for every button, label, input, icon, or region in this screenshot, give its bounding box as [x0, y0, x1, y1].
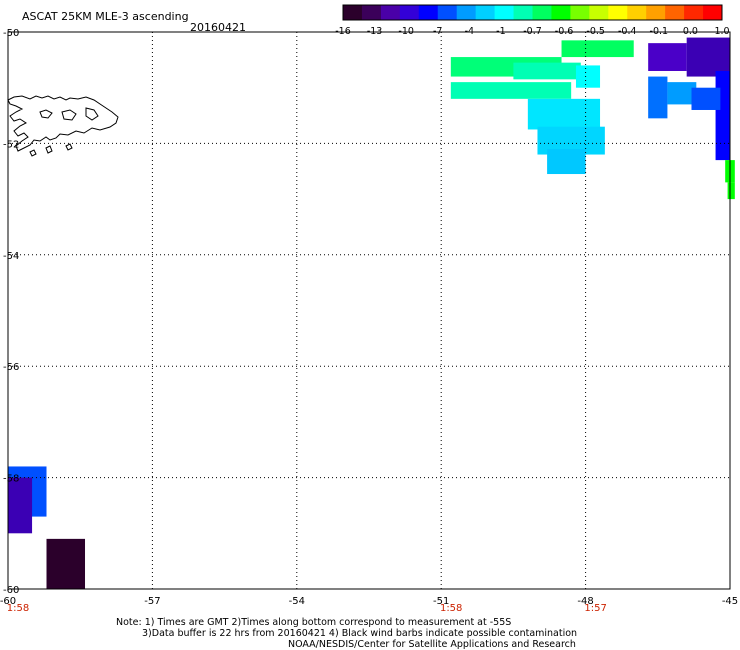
data-cells	[8, 37, 735, 589]
latitude-tick: -58	[3, 474, 19, 485]
data-cell	[727, 182, 735, 200]
data-cell	[575, 65, 601, 88]
longitude-tick: -60	[0, 596, 16, 607]
map-date: 20160421	[190, 21, 246, 34]
colorbar-swatch	[551, 5, 571, 20]
colorbar-swatch	[608, 5, 628, 20]
longitude-tick: -54	[289, 596, 305, 607]
colorbar-swatch	[380, 5, 401, 20]
data-cell	[686, 37, 730, 77]
longitude-tick: -45	[722, 596, 738, 607]
data-cell	[547, 148, 586, 175]
colorbar-swatch	[665, 5, 685, 20]
colorbar-frame	[342, 4, 723, 21]
colorbar-swatch	[684, 5, 704, 20]
colorbar-swatch	[494, 5, 515, 20]
colorbar-swatch	[646, 5, 666, 20]
note-line-2: 3)Data buffer is 22 hrs from 20160421 4)…	[142, 628, 577, 639]
data-cell	[46, 538, 86, 589]
colorbar-swatch	[589, 5, 609, 20]
colorbar-swatch	[343, 5, 363, 20]
latitude-tick: -52	[3, 139, 19, 150]
time-label: 1:58	[440, 603, 462, 614]
latitude-tick: -54	[3, 251, 19, 262]
credit-line: NOAA/NESDIS/Center for Satellite Applica…	[288, 639, 576, 650]
data-cell	[8, 477, 33, 534]
latitude-tick: -50	[3, 28, 19, 39]
latitude-tick-labels: -50 -52 -54 -56 -58 -60	[3, 28, 19, 596]
coastline-falkland-islands	[7, 95, 119, 157]
colorbar-swatch	[475, 5, 496, 20]
data-cell	[513, 62, 581, 80]
data-cell	[561, 40, 634, 58]
colorbar-swatch	[703, 5, 723, 20]
note-line-1: Note: 1) Times are GMT 2)Times along bot…	[116, 617, 511, 628]
data-cell	[450, 82, 572, 99]
latitude-tick: -60	[3, 585, 19, 596]
data-cell	[527, 98, 601, 130]
colorbar-swatch	[437, 5, 458, 20]
colorbar-swatch	[570, 5, 590, 20]
colorbar-swatch	[532, 5, 552, 20]
colorbar-swatch	[513, 5, 533, 20]
colorbar-swatch	[418, 5, 439, 20]
data-cell	[648, 76, 668, 119]
longitude-tick: -51	[433, 596, 449, 607]
colorbar-swatch	[399, 5, 420, 20]
data-cell	[667, 82, 697, 105]
longitude-tick: -48	[577, 596, 593, 607]
colorbar-swatch	[627, 5, 647, 20]
colorbar-swatch	[456, 5, 477, 20]
longitude-tick: -57	[144, 596, 160, 607]
data-cell	[648, 43, 687, 71]
longitude-tick-labels: -60 -57 -54 -51 -48 -45	[0, 596, 738, 607]
map-title: ASCAT 25KM MLE-3 ascending	[22, 10, 189, 23]
data-cell	[691, 87, 721, 110]
time-labels: 1:58 1:58 1:57	[7, 603, 607, 614]
latitude-tick: -56	[3, 362, 19, 373]
data-cell	[715, 70, 730, 161]
time-label: 1:58	[7, 603, 29, 614]
time-label: 1:57	[584, 603, 606, 614]
colorbar	[342, 4, 723, 21]
colorbar-swatch	[361, 5, 382, 20]
lat-lon-grid	[7, 31, 731, 590]
